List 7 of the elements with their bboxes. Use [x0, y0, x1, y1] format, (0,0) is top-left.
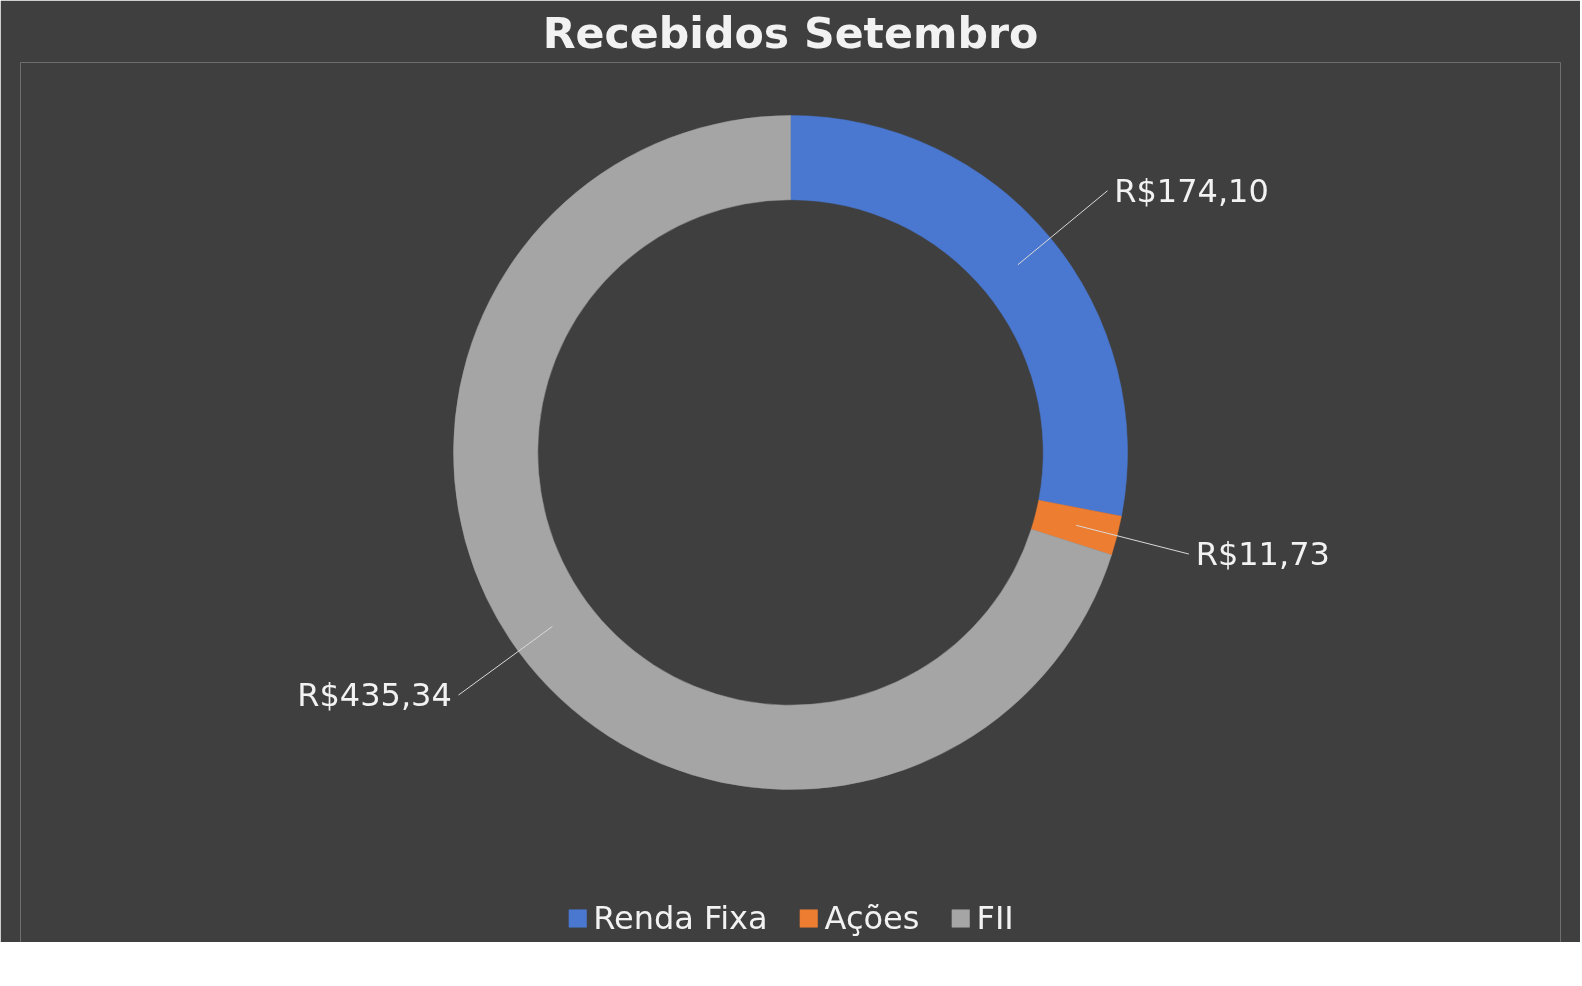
data-label: R$11,73 — [1195, 535, 1330, 574]
data-label: R$174,10 — [1114, 171, 1269, 210]
legend-label: FII — [976, 899, 1014, 937]
data-label: R$435,34 — [297, 676, 452, 715]
chart-title: Recebidos Setembro — [542, 7, 1039, 58]
legend-label: Ações — [824, 899, 920, 937]
legend-label: Renda Fixa — [593, 899, 768, 937]
